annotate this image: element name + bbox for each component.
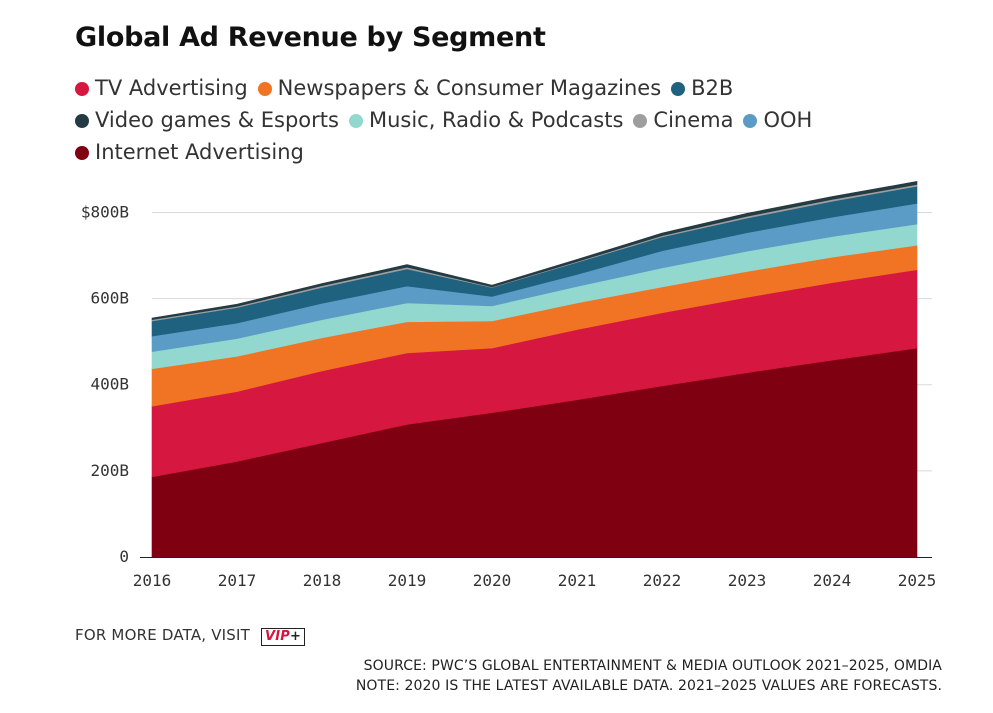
legend-item-video-games-esports: Video games & Esports [75,104,339,136]
legend-swatch [75,114,89,128]
more-data-text: FOR MORE DATA, VISIT [75,626,251,644]
legend-item-b2b: B2B [671,72,733,104]
source-note: SOURCE: PWC’S GLOBAL ENTERTAINMENT & MED… [363,658,942,674]
y-tick-label: 400B [90,375,129,394]
legend-label: Video games & Esports [95,108,339,132]
x-tick-label: 2016 [133,571,172,590]
x-tick-label: 2018 [303,571,342,590]
legend-swatch [75,146,89,160]
legend-label: Cinema [653,108,734,132]
legend-swatch [75,82,89,96]
legend-item-tv-advertising: TV Advertising [75,72,248,104]
legend-label: OOH [763,108,813,132]
legend-item-music-radio-podcasts: Music, Radio & Podcasts [348,104,624,136]
y-tick-label: $800B [81,202,129,221]
x-tick-label: 2020 [473,571,512,590]
legend-item-ooh: OOH [743,104,812,136]
legend-swatch [633,114,648,128]
x-tick-label: 2021 [558,571,597,590]
x-tick-label: 2024 [813,571,852,590]
legend-label: B2B [691,76,734,100]
legend-label: Music, Radio & Podcasts [368,108,624,132]
legend-swatch [743,114,758,128]
x-tick-label: 2023 [728,571,767,590]
x-tick-label: 2025 [898,571,937,590]
legend-swatch [257,82,272,96]
y-tick-label: 200B [90,461,129,480]
legend-label: TV Advertising [95,76,248,100]
legend-item-newspapers-consumer-magazines: Newspapers & Consumer Magazines [257,72,662,104]
legend-item-internet-advertising: Internet Advertising [75,136,304,168]
chart-legend: TV Advertising Newspapers & Consumer Maga… [75,72,855,168]
y-tick-label: 600B [90,289,129,308]
legend-label: Internet Advertising [95,140,304,164]
more-data-line: FOR MORE DATA, VISIT VIP+ [75,626,306,646]
x-tick-label: 2019 [388,571,427,590]
legend-label: Newspapers & Consumer Magazines [277,76,662,100]
legend-swatch [671,82,686,96]
area-video-games-esports [151,181,918,321]
x-tick-label: 2022 [643,571,682,590]
chart-notes: SOURCE: PWC’S GLOBAL ENTERTAINMENT & MED… [356,656,942,696]
y-tick-label: 0 [119,547,129,566]
vip-plus-logo[interactable]: VIP+ [260,628,306,646]
legend-item-cinema: Cinema [633,104,733,136]
chart-title: Global Ad Revenue by Segment [75,22,546,53]
legend-swatch [348,114,363,128]
x-tick-label: 2017 [218,571,257,590]
forecast-note: NOTE: 2020 IS THE LATEST AVAILABLE DATA.… [355,678,942,694]
